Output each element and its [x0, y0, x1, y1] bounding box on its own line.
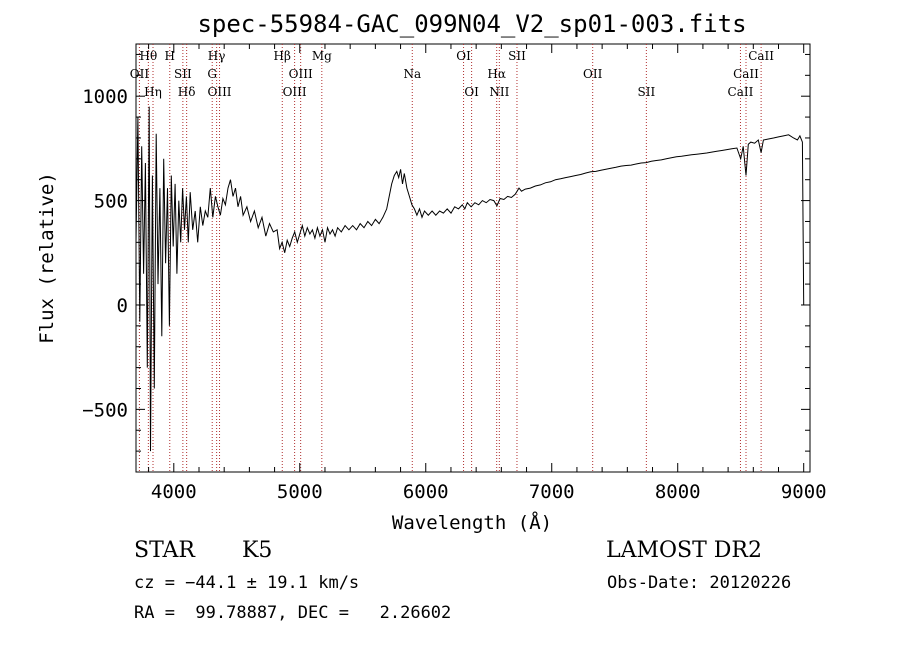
x-tick-label: 7000: [529, 481, 575, 503]
y-axis-ticks: −500 0 500 1000: [82, 53, 810, 452]
observation-date: Obs-Date: 20120226: [607, 573, 792, 593]
object-subclass: K5: [242, 538, 273, 563]
spectral-line-label: OIII: [207, 85, 231, 99]
plot-frame: [135, 43, 811, 473]
spectral-line-labels: Hθ OII Hη H SII Hδ Hγ G OIII Hβ OIII OIII Mg Na OI OI Hα…: [130, 49, 775, 99]
spectral-line-label: Hα: [487, 67, 506, 81]
spectrum-series-line: [135, 106, 805, 452]
y-tick-label: 500: [94, 191, 128, 213]
chart-title: spec-55984-GAC_099N04_V2_sp01-003.fits: [197, 10, 746, 38]
y-axis-label: Flux (relative): [36, 172, 58, 344]
spectral-line-label: CaII: [748, 49, 774, 63]
spectral-line-label: OIII: [283, 85, 307, 99]
spectral-line-label: G: [207, 67, 217, 81]
spectral-line-label: Mg: [312, 49, 332, 63]
spectrum-chart: spec-55984-GAC_099N04_V2_sp01-003.fits H…: [36, 10, 827, 534]
spectral-line-label: CaII: [728, 85, 754, 99]
spectral-line-label: CaII: [733, 67, 759, 81]
spectral-line-label: SII: [637, 85, 655, 99]
spectral-line-label: Hγ: [208, 49, 226, 63]
survey-name: LAMOST DR2: [606, 538, 762, 563]
object-class: STAR: [134, 538, 195, 563]
spectral-line-label: H: [165, 49, 175, 63]
y-tick-label: 1000: [82, 86, 128, 108]
y-tick-label: 0: [117, 295, 128, 317]
spectral-line-label: Hβ: [274, 49, 291, 63]
spectral-line-label: Hθ: [139, 49, 157, 63]
x-tick-label: 5000: [277, 481, 323, 503]
spectral-line-label: OIII: [289, 67, 313, 81]
spectral-line-label: Hη: [144, 85, 162, 99]
spectral-line-label: SII: [174, 67, 192, 81]
x-tick-label: 6000: [403, 481, 449, 503]
spectral-line-label: OI: [464, 85, 479, 99]
redshift-cz: cz = −44.1 ± 19.1 km/s: [134, 573, 360, 593]
spectral-line-label: OI: [456, 49, 471, 63]
x-axis-ticks: 4000 5000 6000 7000 8000 9000: [148, 44, 827, 503]
spectral-line-label: SII: [508, 49, 526, 63]
spectral-line-label: Hδ: [178, 85, 196, 99]
spectral-line-label: OII: [130, 67, 150, 81]
spectral-line-label: OII: [583, 67, 603, 81]
spectral-line-markers: [138, 44, 762, 472]
x-tick-label: 4000: [151, 481, 197, 503]
x-tick-label: 8000: [655, 481, 701, 503]
y-tick-label: −500: [82, 399, 128, 421]
coordinates: RA = 99.78887, DEC = 2.26602: [134, 603, 452, 623]
spectral-line-label: Na: [403, 67, 421, 81]
x-axis-label: Wavelength (Å): [392, 511, 552, 534]
x-tick-label: 9000: [781, 481, 827, 503]
spectral-line-label: NII: [489, 85, 509, 99]
